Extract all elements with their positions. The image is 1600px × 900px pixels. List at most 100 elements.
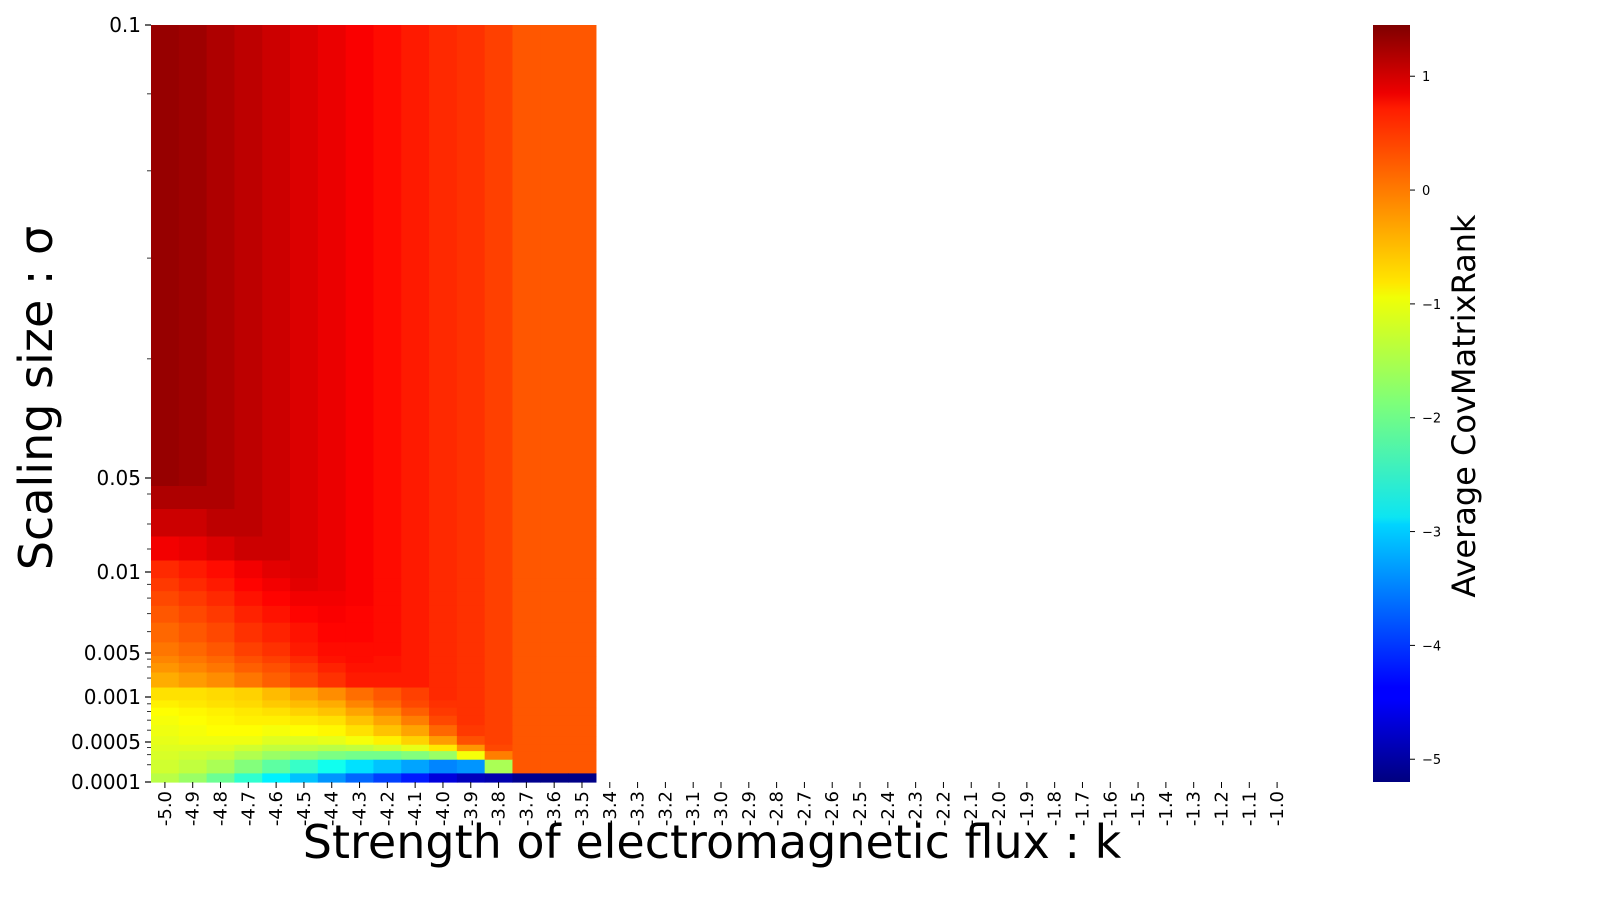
heatmap-cell <box>206 773 236 783</box>
x-tick-label: -1.7 <box>1072 791 1093 826</box>
heatmap-cell <box>290 663 319 674</box>
heatmap-cell <box>317 591 347 607</box>
heatmap-cell <box>234 707 263 717</box>
heatmap-cell <box>290 591 319 607</box>
heatmap-cell <box>373 578 402 592</box>
x-axis: -5.0 -4.9 -4.8 -4.7 -4.6 -4.5 -4.4 -4.3 -4.2 -4.1… <box>155 782 1288 826</box>
heatmap-cell <box>290 536 319 562</box>
heatmap-cell <box>484 536 514 562</box>
heatmap-cell <box>568 700 597 709</box>
heatmap-cell <box>206 672 236 689</box>
heatmap-cell <box>151 751 180 761</box>
heatmap-cell <box>234 773 263 783</box>
x-tick-label: -1.3 <box>1184 791 1205 826</box>
heatmap-cell <box>540 560 569 579</box>
heatmap-cell <box>512 725 541 737</box>
heatmap-cell <box>401 578 430 592</box>
heatmap-cell <box>456 744 486 752</box>
heatmap-cell <box>178 736 208 746</box>
heatmap-cell <box>290 656 319 664</box>
heatmap-cell <box>234 759 263 774</box>
heatmap-cell <box>456 773 486 783</box>
heatmap-cell <box>262 25 291 253</box>
heatmap-cell <box>317 663 347 674</box>
heatmap-cell <box>262 642 291 657</box>
heatmap-cell <box>317 25 347 253</box>
x-tick-label: -1.8 <box>1045 791 1066 826</box>
heatmap-cell <box>429 622 458 643</box>
heatmap-cell <box>178 486 208 510</box>
heatmap-cell <box>151 486 180 510</box>
heatmap-cell <box>234 715 263 726</box>
x-tick-label: -5.0 <box>155 791 176 826</box>
colorbar-label: Average CovMatrixRank <box>1445 214 1483 598</box>
y-tick-label: 0.0005 <box>71 730 141 754</box>
heatmap-cell <box>540 251 569 487</box>
heatmap-cell <box>373 707 402 717</box>
heatmap-cell <box>401 663 430 674</box>
heatmap-cell <box>484 25 514 253</box>
heatmap-cell <box>456 251 486 487</box>
heatmap-cell <box>290 25 319 253</box>
heatmap-cell <box>206 560 236 579</box>
heatmap-cell <box>345 725 375 737</box>
x-tick-label: -3.2 <box>655 791 676 826</box>
heatmap-cell <box>206 759 236 774</box>
heatmap-cell <box>429 707 458 717</box>
heatmap-cell <box>401 642 430 657</box>
heatmap-cell <box>512 687 541 702</box>
heatmap-cell <box>512 744 541 752</box>
heatmap-cell <box>540 25 569 253</box>
heatmap-cell <box>512 642 541 657</box>
heatmap-cell <box>540 536 569 562</box>
heatmap-cell <box>429 591 458 607</box>
heatmap-cell <box>151 773 180 783</box>
heatmap-cell <box>568 744 597 752</box>
heatmap-cell <box>568 707 597 717</box>
heatmap-cell <box>262 715 291 726</box>
heatmap-cell <box>206 251 236 487</box>
heatmap-cell <box>401 672 430 689</box>
heatmap-cell <box>568 251 597 487</box>
heatmap-cell <box>401 25 430 253</box>
heatmap-cell <box>290 605 319 624</box>
heatmap-cell <box>568 578 597 592</box>
heatmap-cell <box>178 773 208 783</box>
heatmap-cell <box>151 663 180 674</box>
x-tick-label: -1.6 <box>1100 791 1121 826</box>
heatmap-cell <box>401 707 430 717</box>
heatmap-cell <box>178 578 208 592</box>
heatmap-cell <box>317 715 347 726</box>
heatmap-cell <box>206 715 236 726</box>
heatmap-cell <box>429 700 458 709</box>
heatmap-cell <box>206 656 236 664</box>
heatmap-cell <box>373 251 402 487</box>
heatmap-cell <box>206 486 236 510</box>
heatmap-cell <box>373 736 402 746</box>
heatmap-cell <box>345 578 375 592</box>
heatmap-cell <box>429 642 458 657</box>
heatmap-cell <box>429 751 458 761</box>
heatmap-cell <box>484 486 514 510</box>
heatmap-cell <box>234 536 263 562</box>
heatmap-cell <box>234 672 263 689</box>
y-tick-label: 0.005 <box>84 641 141 665</box>
heatmap-cell <box>568 605 597 624</box>
heatmap-cell <box>540 656 569 664</box>
heatmap-cell <box>512 663 541 674</box>
heatmap-cell <box>262 687 291 702</box>
heatmap-cell <box>178 687 208 702</box>
heatmap-cell <box>151 759 180 774</box>
heatmap-cell <box>401 751 430 761</box>
heatmap-cell <box>290 725 319 737</box>
heatmap-cell <box>290 707 319 717</box>
heatmap-cell <box>484 642 514 657</box>
heatmap-cell <box>401 656 430 664</box>
heatmap-cell <box>429 578 458 592</box>
heatmap-cell <box>151 509 180 538</box>
heatmap-cell <box>512 715 541 726</box>
heatmap-cell <box>373 642 402 657</box>
heatmap-cell <box>290 687 319 702</box>
x-tick-label: -2.0 <box>989 791 1010 826</box>
